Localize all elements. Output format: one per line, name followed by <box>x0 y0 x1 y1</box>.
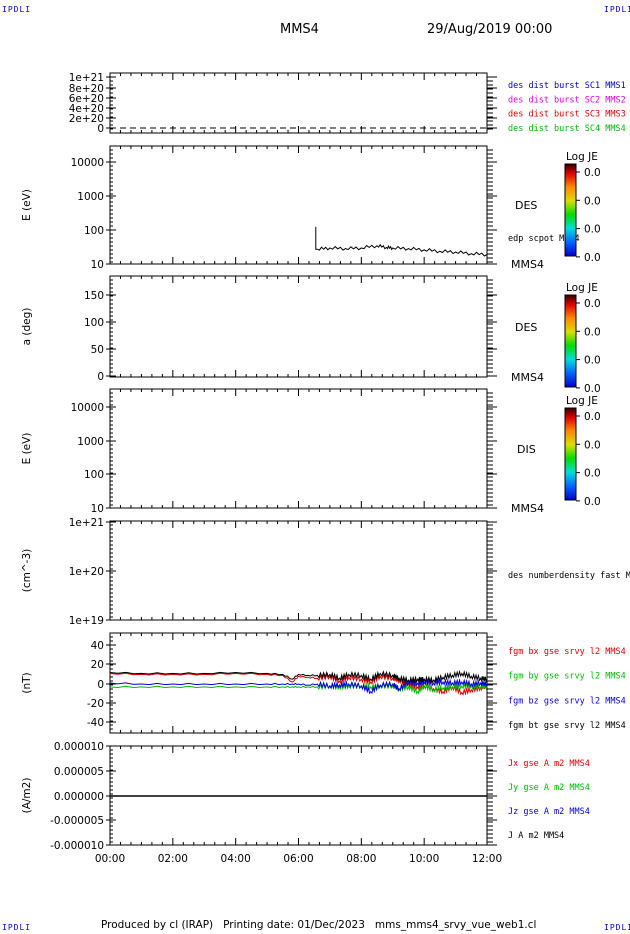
ytick-label: 10 <box>91 259 104 271</box>
colorbar-tick-label: 0.0 <box>584 298 601 310</box>
colorbar-tick-label: 0.0 <box>584 167 601 179</box>
corner-tag-bottom-right: IPDLI <box>604 923 630 932</box>
y-axis-label: a (deg) <box>21 308 33 346</box>
sc-label: MMS4 <box>511 258 544 271</box>
colorbar <box>564 407 577 501</box>
colorbar-tick-label: 0.0 <box>584 383 601 395</box>
xtick-label: 10:00 <box>409 853 439 865</box>
colorbar-tick-label: 0.0 <box>584 496 601 508</box>
legend-entry: fgm bx gse srvy l2 MMS4 <box>508 647 626 657</box>
legend-entry: J A m2 MMS4 <box>508 831 564 841</box>
y-axis-label: E (eV) <box>21 433 33 465</box>
xtick-label: 06:00 <box>283 853 313 865</box>
xtick-label: 00:00 <box>95 853 125 865</box>
xtick-label: 12:00 <box>472 853 502 865</box>
legend-entry: des dist burst SC3 MMS3 <box>508 110 626 120</box>
sc-label: MMS4 <box>511 502 544 515</box>
ytick-label: 0.000010 <box>54 741 104 753</box>
colorbar-title: Log JE <box>566 395 598 407</box>
fgm-series-line <box>109 678 488 695</box>
legend-entry: Jz gse A m2 MMS4 <box>508 807 590 817</box>
ytick-label: 40 <box>91 640 104 652</box>
legend-entry: des dist burst SC1 MMS1 <box>508 81 626 91</box>
ytick-label: 1000 <box>77 436 104 448</box>
ytick-label: 1e+21 <box>69 72 104 84</box>
legend-entry: Jy gse A m2 MMS4 <box>508 783 590 793</box>
colorbar-tick-label: 0.0 <box>584 326 601 338</box>
ytick-label: -40 <box>87 717 104 729</box>
sc-label: MMS4 <box>511 371 544 384</box>
colorbar-tick-label: 0.0 <box>584 411 601 423</box>
ytick-label: -0.000010 <box>50 840 104 852</box>
ytick-label: 1e+19 <box>69 615 104 627</box>
xtick-label: 02:00 <box>158 853 188 865</box>
ytick-label: 50 <box>91 344 104 356</box>
footer-credits: Produced by cl (IRAP) Printing date: 01/… <box>101 919 537 931</box>
ytick-label: 100 <box>84 469 104 481</box>
colorbar-tick-label: 0.0 <box>584 195 601 207</box>
colorbar <box>564 163 577 257</box>
panel-frame-2 <box>109 145 488 265</box>
panel-frame-4 <box>109 388 488 509</box>
colorbar-tick-label: 0.0 <box>584 355 601 367</box>
fgm-series-line <box>109 669 488 684</box>
legend-entry: des dist burst SC2 MMS2 <box>508 95 626 105</box>
ytick-label: 20 <box>91 659 104 671</box>
legend-entry: fgm bz gse srvy l2 MMS4 <box>508 696 626 706</box>
colorbar-tick-label: 0.0 <box>584 252 601 264</box>
panel-frame-5 <box>109 520 488 621</box>
side-label-des: DES <box>515 321 537 334</box>
ytick-label: 1e+20 <box>69 566 104 578</box>
overlay-label: edp scpot MMS4 <box>508 234 580 244</box>
legend-entry: des numberdensity fast M <box>508 571 630 581</box>
ytick-label: 0 <box>97 679 104 691</box>
spacecraft-title: MMS4 <box>280 22 319 37</box>
ytick-label: 100 <box>84 317 104 329</box>
legend-entry: Jx gse A m2 MMS4 <box>508 759 590 769</box>
colorbar-tick-label: 0.0 <box>584 224 601 236</box>
ytick-label: 10000 <box>71 402 104 414</box>
ytick-label: -0.000005 <box>50 815 104 827</box>
scpot-line <box>315 226 488 257</box>
ytick-label: 150 <box>84 290 104 302</box>
colorbar <box>564 294 577 388</box>
ytick-label: -20 <box>87 698 104 710</box>
xtick-label: 08:00 <box>346 853 376 865</box>
ytick-label: 2e+20 <box>69 113 104 125</box>
corner-tag-top-right: IPDLI <box>604 5 630 14</box>
ytick-label: 0 <box>97 123 104 135</box>
ytick-label: 10000 <box>71 157 104 169</box>
legend-entry: fgm by gse srvy l2 MMS4 <box>508 672 626 682</box>
side-label-des: DES <box>515 199 537 212</box>
y-axis-label: (cm^-3) <box>21 549 33 592</box>
legend-entry: des dist burst SC4 MMS4 <box>508 124 626 134</box>
ytick-label: 1e+21 <box>69 517 104 529</box>
ytick-label: 1000 <box>77 191 104 203</box>
ytick-label: 10 <box>91 503 104 515</box>
date-title: 29/Aug/2019 00:00 <box>427 22 553 37</box>
y-axis-label: (A/m2) <box>21 778 33 814</box>
corner-tag-top-left: IPDLI <box>2 5 32 14</box>
panel-frame-1 <box>109 72 488 134</box>
side-label-dis: DIS <box>517 443 536 456</box>
panel-frame-3 <box>109 275 488 378</box>
y-axis-label: E (eV) <box>21 189 33 221</box>
legend-entry: fgm bt gse srvy l2 MMS4 <box>508 721 626 731</box>
ytick-label: 4e+20 <box>69 103 104 115</box>
colorbar-tick-label: 0.0 <box>584 439 601 451</box>
y-axis-label: (nT) <box>21 672 33 693</box>
ytick-label: 0 <box>97 371 104 383</box>
colorbar-tick-label: 0.0 <box>584 468 601 480</box>
xtick-label: 04:00 <box>221 853 251 865</box>
ytick-label: 6e+20 <box>69 93 104 105</box>
ytick-label: 0.000005 <box>54 766 104 778</box>
colorbar-title: Log JE <box>566 151 598 163</box>
ytick-label: 0.000000 <box>54 791 104 803</box>
ytick-label: 8e+20 <box>69 83 104 95</box>
ytick-label: 100 <box>84 225 104 237</box>
corner-tag-bottom-left: IPDLI <box>2 923 32 932</box>
colorbar-title: Log JE <box>566 282 598 294</box>
